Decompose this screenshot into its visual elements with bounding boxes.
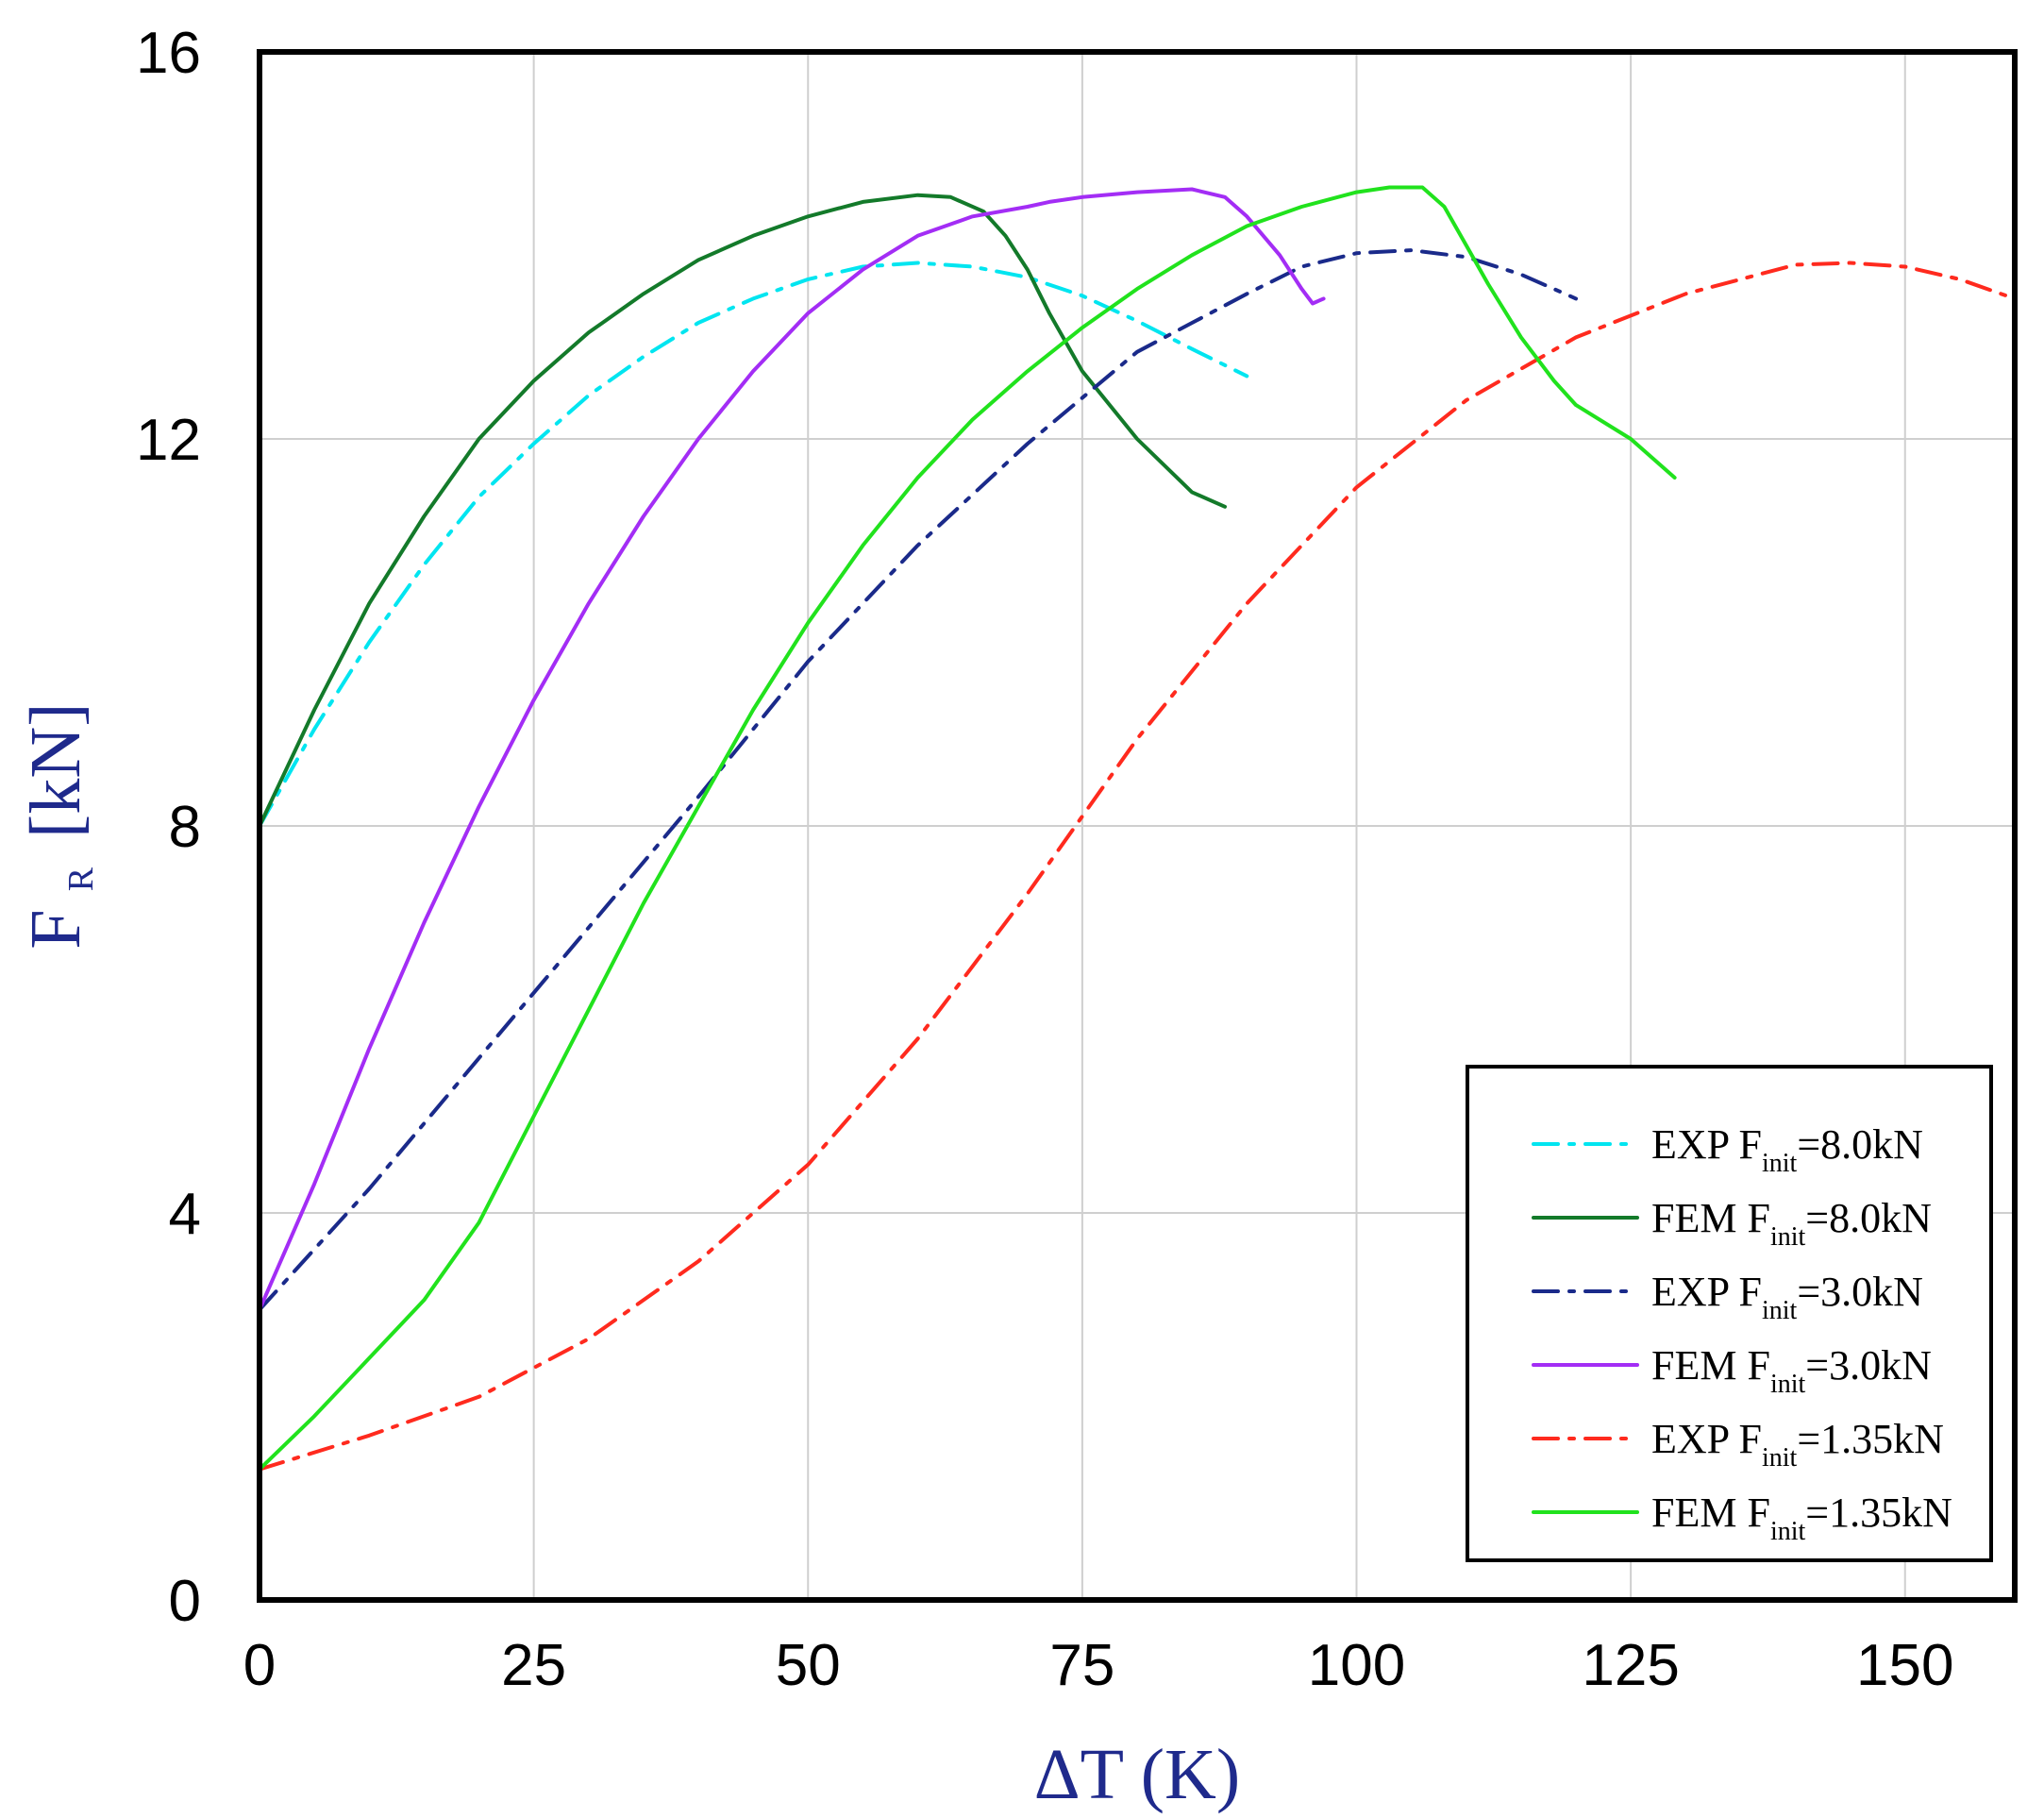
y-axis-title-main: F <box>16 909 95 949</box>
legend-box <box>1466 1065 1993 1562</box>
series-line-5 <box>258 261 2017 1472</box>
x-tick-label: 25 <box>501 1633 566 1698</box>
x-tick-label: 125 <box>1582 1633 1679 1698</box>
y-tick-label: 12 <box>136 408 201 473</box>
legend-item: FEM Finit=1.35kN <box>1532 1490 1952 1546</box>
legend-label: EXP Finit=8.0kN <box>1651 1121 1923 1178</box>
x-tick-label: 50 <box>776 1633 841 1698</box>
legend-label: FEM Finit=3.0kN <box>1651 1342 1932 1399</box>
series-line-1 <box>258 261 1249 828</box>
legend-label: EXP Finit=3.0kN <box>1651 1269 1923 1325</box>
legend-item: EXP Finit=8.0kN <box>1532 1121 1923 1178</box>
legend-label: FEM Finit=1.35kN <box>1651 1490 1952 1546</box>
y-tick-label: 4 <box>169 1182 201 1247</box>
y-axis-title-subscript: R <box>61 867 101 891</box>
x-tick-label: 75 <box>1049 1633 1114 1698</box>
x-tick-label: 150 <box>1856 1633 1953 1698</box>
legend-item: EXP Finit=1.35kN <box>1532 1416 1944 1473</box>
y-axis-title: F R [kN] <box>16 702 109 949</box>
series-line-6 <box>258 185 1677 1472</box>
legend-label: FEM Finit=8.0kN <box>1651 1195 1932 1252</box>
y-tick-label: 8 <box>169 795 201 860</box>
y-tick-label: 16 <box>136 21 201 86</box>
y-axis-title-unit: [kN] <box>16 702 95 838</box>
legend-items: EXP Finit=8.0kN FEM Finit=8.0kN EXP Finit=… <box>1532 1121 1952 1546</box>
legend-label: EXP Finit=1.35kN <box>1651 1416 1944 1473</box>
y-tick-label: 0 <box>169 1569 201 1634</box>
legend: EXP Finit=8.0kN FEM Finit=8.0kN EXP Finit=… <box>1466 1065 1993 1562</box>
series-layer <box>258 185 2017 1472</box>
tick-layer: 0 25 50 75 100 125 150 0 4 8 12 16 <box>136 21 1953 1698</box>
legend-item: FEM Finit=8.0kN <box>1532 1195 1932 1252</box>
svg-text:F R [kN]: F R [kN] <box>16 702 109 949</box>
x-tick-label: 100 <box>1308 1633 1405 1698</box>
x-axis-title: ΔT (K) <box>1034 1735 1240 1814</box>
legend-item: EXP Finit=3.0kN <box>1532 1269 1923 1325</box>
x-tick-label: 0 <box>243 1633 276 1698</box>
plot-frame <box>257 49 2018 1603</box>
series-line-4 <box>258 187 1326 1312</box>
series-line-3 <box>258 248 1578 1312</box>
legend-item: FEM Finit=3.0kN <box>1532 1342 1932 1399</box>
